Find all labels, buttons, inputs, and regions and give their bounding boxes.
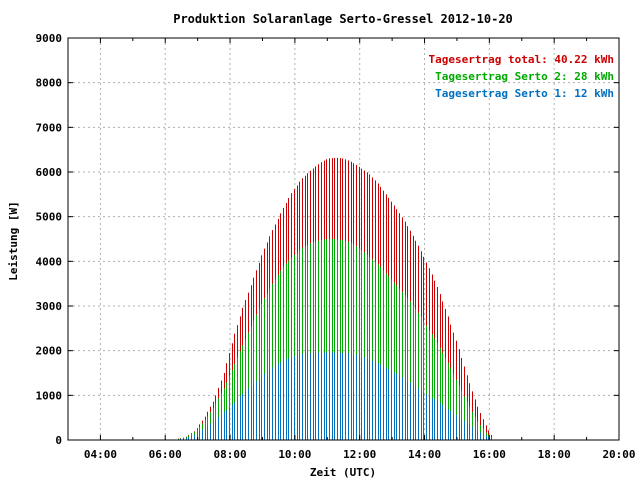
x-tick-label: 14:00 (408, 448, 441, 461)
y-tick-label: 9000 (36, 32, 63, 45)
x-axis-label: Zeit (UTC) (310, 466, 376, 479)
y-tick-label: 2000 (36, 345, 63, 358)
y-tick-label: 0 (55, 434, 62, 447)
y-axis-ticks: 0 1000 2000 3000 4000 5000 6000 7000 8000 9000 (36, 32, 619, 447)
y-tick-label: 8000 (36, 77, 63, 90)
legend-entry: Tagesertrag Serto 1: 12 kWh (435, 87, 614, 100)
x-tick-label: 12:00 (343, 448, 376, 461)
y-axis-label: Leistung [W] (7, 201, 20, 280)
legend-label: Tagesertrag Serto 2: (435, 70, 567, 83)
legend-label: Tagesertrag total: (429, 53, 548, 66)
legend: Tagesertrag total: 40.22 kWhTagesertrag … (429, 53, 614, 100)
x-tick-label: 18:00 (538, 448, 571, 461)
x-tick-label: 04:00 (84, 448, 117, 461)
x-tick-label: 20:00 (602, 448, 635, 461)
x-tick-label: 06:00 (149, 448, 182, 461)
y-tick-label: 1000 (36, 389, 63, 402)
series-2-bars (178, 352, 492, 440)
legend-entry: Tagesertrag Serto 2: 28 kWh (435, 70, 614, 83)
chart-title: Produktion Solaranlage Serto-Gressel 201… (173, 12, 513, 26)
x-tick-label: 10:00 (278, 448, 311, 461)
y-tick-label: 4000 (36, 255, 63, 268)
y-tick-label: 3000 (36, 300, 63, 313)
x-tick-label: 16:00 (473, 448, 506, 461)
y-tick-label: 5000 (36, 211, 63, 224)
plot-frame (67, 37, 620, 441)
bars (178, 157, 492, 440)
legend-value: 12 kWh (574, 87, 614, 100)
y-tick-label: 7000 (36, 121, 63, 134)
x-axis-ticks: 04:00 06:00 08:00 10:00 12:00 14:00 16:00 18:00… (67, 38, 636, 461)
legend-value: 40.22 kWh (554, 53, 614, 66)
y-tick-label: 6000 (36, 166, 63, 179)
x-tick-label: 08:00 (213, 448, 246, 461)
legend-value: 28 kWh (574, 70, 614, 83)
legend-entry: Tagesertrag total: 40.22 kWh (429, 53, 614, 66)
legend-label: Tagesertrag Serto 1: (435, 87, 567, 100)
